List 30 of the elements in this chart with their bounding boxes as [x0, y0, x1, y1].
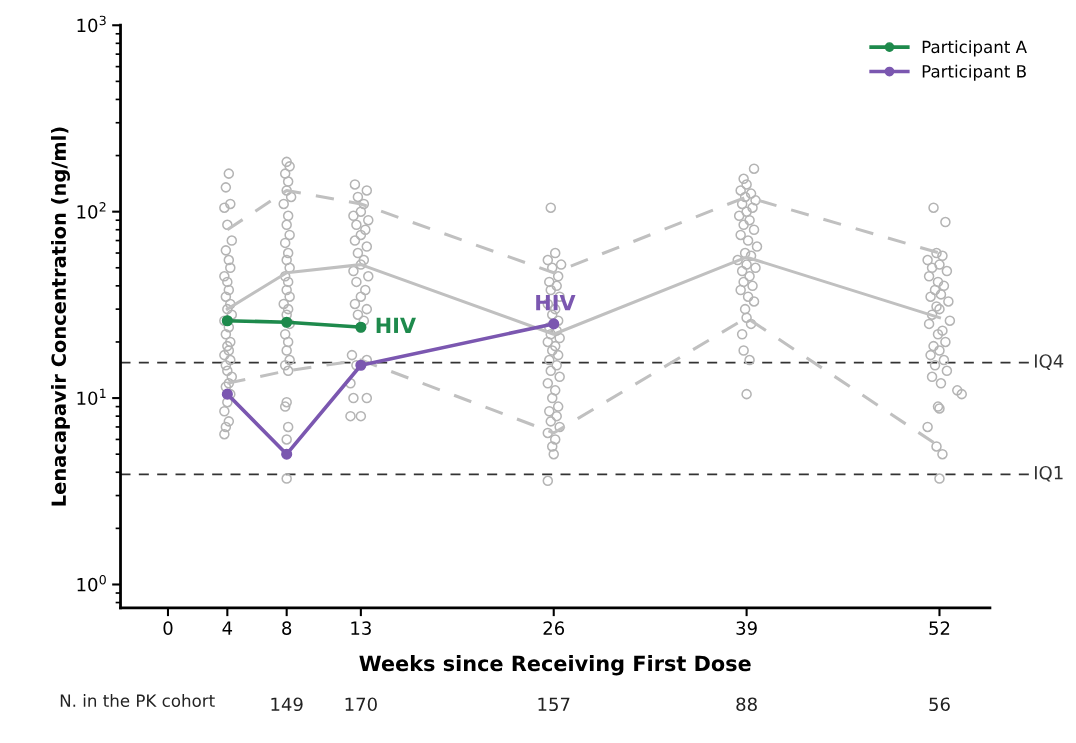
text: 88 [736, 697, 757, 712]
text: 149 [271, 697, 303, 712]
text: 157 [538, 697, 570, 712]
ref-line-label: IQ1 [1034, 465, 1063, 482]
x-tick-label: 8 [282, 621, 292, 635]
text: 56 [929, 697, 950, 712]
x-tick-label: 26 [543, 621, 565, 635]
x-tick-label: 0 [163, 621, 173, 635]
text: 170 [345, 697, 377, 712]
text: N. in the PK cohort [60, 694, 215, 707]
point [355, 359, 367, 371]
point [221, 388, 233, 400]
x-tick-label: 39 [736, 621, 757, 635]
y-tick-label: 10$^{1}$ [77, 388, 106, 406]
point [548, 318, 560, 330]
y-tick-label: 10$^{2}$ [77, 202, 106, 219]
y-tick-label: 10$^{3}$ [77, 15, 106, 33]
x-tick-label: 13 [351, 621, 371, 635]
x-axis-title: Weeks since Receiving First Dose [359, 655, 751, 676]
y-tick-label: 10$^{0}$ [77, 574, 106, 592]
line-series [225, 255, 942, 336]
annotation: HIV [536, 295, 576, 311]
legend-label: Participant B [922, 64, 1026, 81]
x-tick-label: 52 [929, 621, 950, 635]
point [281, 448, 293, 460]
ref-line-label: IQ4 [1034, 354, 1064, 370]
y-axis-title: Lenacapavir Concentration (ng/ml) [51, 127, 70, 506]
legend-label: Participant A [922, 40, 1027, 57]
annotation: HIV [376, 317, 416, 333]
x-tick-label: 4 [222, 621, 233, 635]
